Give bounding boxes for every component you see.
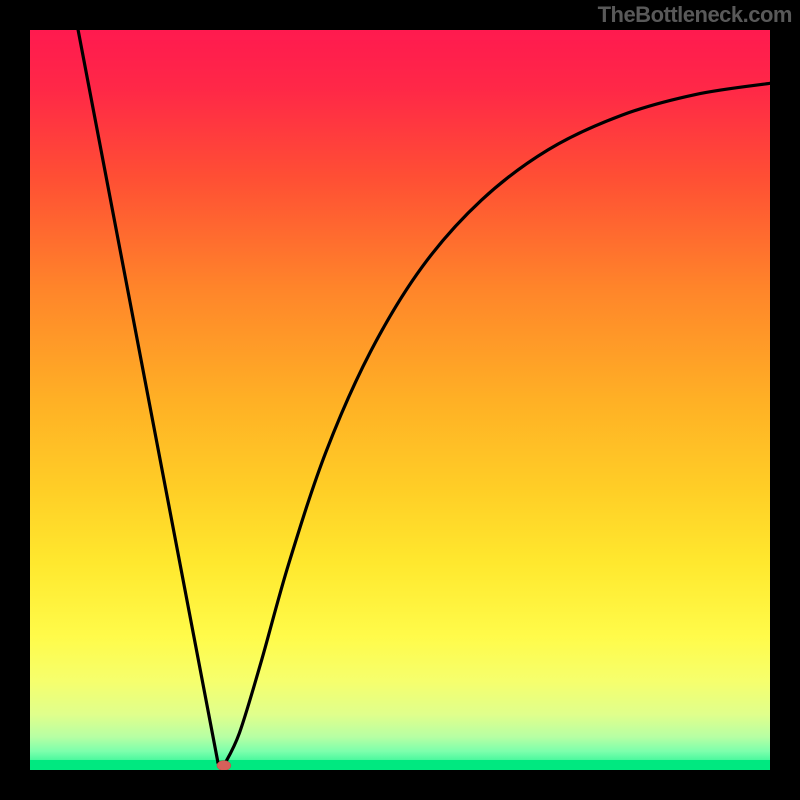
curve-right-branch (224, 83, 770, 765)
watermark-text: TheBottleneck.com (598, 2, 792, 28)
curve-left-branch (78, 30, 218, 763)
figure-root: TheBottleneck.com (0, 0, 800, 800)
plot-area (30, 30, 770, 770)
optimal-point-marker (217, 761, 231, 770)
bottleneck-curve (30, 30, 770, 770)
